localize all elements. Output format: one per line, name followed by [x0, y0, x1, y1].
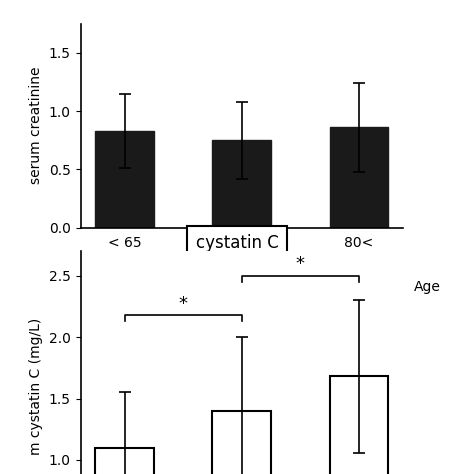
Bar [329, 376, 388, 474]
Text: *: * [296, 255, 305, 273]
Bar [95, 448, 154, 474]
Text: cystatin C: cystatin C [196, 234, 278, 252]
Bar [212, 411, 271, 474]
Bar [212, 140, 271, 228]
Text: *: * [179, 295, 188, 313]
Bar [95, 131, 154, 228]
Y-axis label: serum creatinine: serum creatinine [29, 67, 43, 184]
Bar [329, 128, 388, 228]
Y-axis label: m cystatin C (mg/L): m cystatin C (mg/L) [29, 318, 43, 455]
Text: Age: Age [414, 280, 441, 294]
